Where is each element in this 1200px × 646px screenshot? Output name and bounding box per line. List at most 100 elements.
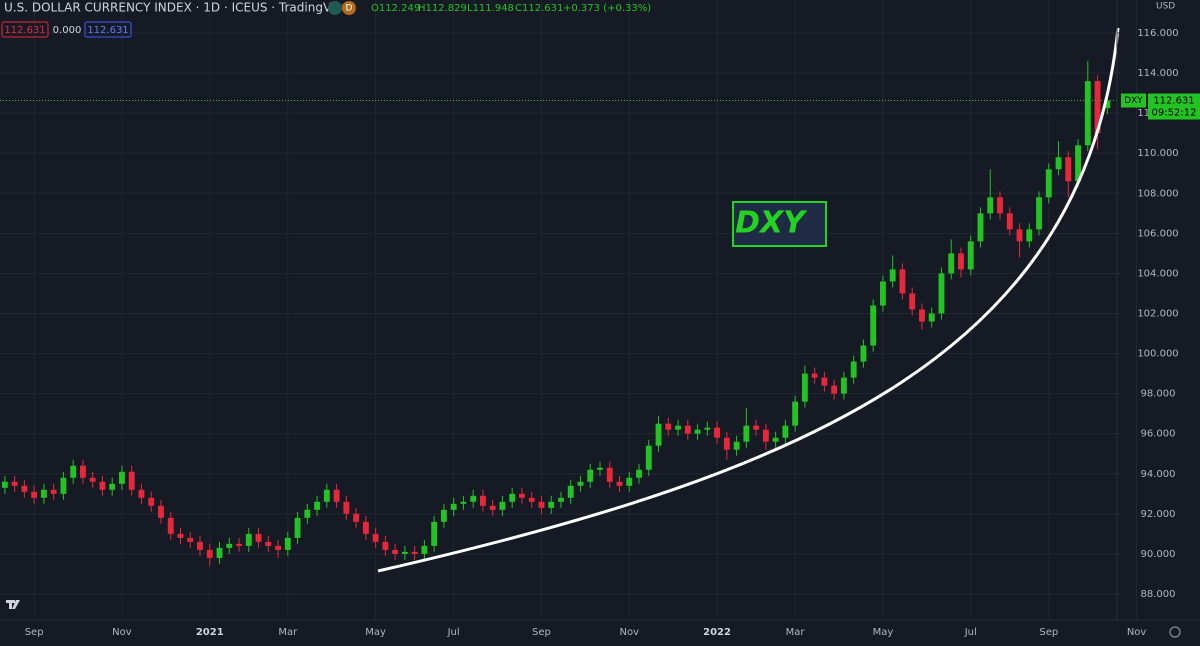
candle-body: [470, 495, 477, 502]
ohlc-close: C112.631: [515, 3, 563, 14]
candle-body: [460, 501, 467, 504]
candle-body: [723, 437, 730, 450]
candle-body: [606, 467, 613, 482]
candle-body: [587, 469, 594, 482]
candle-body: [509, 493, 516, 502]
price-tag: [1148, 93, 1200, 120]
candle-body: [226, 543, 233, 548]
y-tick-label: 104.000: [1137, 268, 1178, 279]
candle-body: [967, 241, 974, 270]
badge: [342, 1, 356, 15]
candle-body: [353, 513, 360, 522]
badge-dot: [328, 1, 342, 15]
candle-body: [304, 509, 311, 518]
candle-body: [1045, 169, 1052, 198]
candle-body: [294, 517, 301, 538]
candle-body: [284, 537, 291, 550]
candle-body: [167, 517, 174, 534]
candle-body: [138, 489, 145, 498]
candle-body: [919, 309, 925, 322]
badge-label: D: [346, 4, 353, 14]
y-tick-label: 116.000: [1137, 28, 1178, 39]
logo[interactable]: [6, 600, 20, 609]
candle-body: [909, 293, 916, 310]
candle-body: [1026, 229, 1033, 242]
candle-body: [323, 489, 330, 502]
ohlc-high: H112.829: [418, 3, 467, 14]
candle-body: [1094, 81, 1101, 134]
candle-body: [528, 497, 535, 502]
x-tick-label: Jul: [964, 627, 977, 638]
candle-body: [704, 427, 711, 430]
candle-body: [714, 427, 720, 438]
candle-body: [1006, 213, 1013, 230]
candle-body: [694, 429, 701, 434]
candle-body: [1036, 197, 1042, 230]
candle-body: [899, 269, 906, 294]
candle-body: [80, 465, 86, 478]
candle-body: [450, 503, 457, 510]
candle-body: [197, 541, 203, 550]
candle-body: [616, 481, 623, 486]
candle-body: [275, 545, 281, 550]
y-tick-label: 92.000: [1141, 509, 1176, 520]
candle-body: [753, 425, 760, 430]
currency: USD: [1156, 2, 1175, 12]
candle-body: [1055, 157, 1062, 170]
candle-body: [733, 441, 740, 450]
y-tick-label: 102.000: [1137, 309, 1178, 320]
candle-body: [148, 497, 155, 506]
candle-body: [519, 493, 525, 498]
candle-body: [821, 377, 828, 386]
candle-body: [177, 533, 184, 538]
x-tick-label: Mar: [786, 627, 806, 638]
candle-body: [675, 425, 681, 430]
indicator-value: 112.631: [87, 25, 128, 36]
candle-body: [401, 551, 408, 554]
candle-body: [314, 501, 320, 510]
x-tick-label: Nov: [620, 627, 640, 638]
x-tick-label: Mar: [278, 627, 298, 638]
candle-body: [684, 425, 691, 434]
ohlc-change: +0.373 (+0.33%): [563, 3, 651, 14]
ohlc-low: L111.948: [467, 3, 514, 14]
y-tick-label: 110.000: [1137, 148, 1178, 159]
candle-body: [762, 429, 769, 442]
candle-body: [60, 477, 67, 494]
candle-body: [382, 541, 389, 550]
candle-body: [31, 491, 38, 498]
candle-body: [11, 481, 18, 486]
candle-body: [831, 385, 838, 394]
x-tick-label: Sep: [1039, 627, 1058, 638]
candle-body: [840, 377, 847, 394]
x-tick-label: 2021: [196, 627, 224, 638]
candle-body: [245, 533, 252, 546]
ohlc-open: O112.249: [371, 3, 420, 14]
trend-curve: [377, 27, 1120, 573]
candle-body: [889, 269, 896, 282]
x-tick-label: May: [365, 627, 386, 638]
candle-body: [870, 305, 877, 346]
candle-body: [801, 373, 808, 402]
candle-body: [421, 545, 428, 554]
candle-body: [850, 361, 857, 378]
x-tick-label: 2022: [703, 627, 731, 638]
settings-icon[interactable]: [1169, 626, 1181, 638]
candle-body: [958, 253, 964, 270]
candles: [0, 61, 1117, 566]
x-tick-label: Sep: [25, 627, 44, 638]
candle-body: [99, 481, 106, 490]
annotation: DXY: [735, 206, 808, 241]
candle-body: [119, 471, 125, 484]
x-tick-label: Jul: [447, 627, 460, 638]
candle-body: [860, 345, 867, 362]
candle-body: [743, 425, 750, 442]
candle-body: [70, 465, 77, 478]
candle-body: [431, 521, 438, 546]
candle-body: [50, 489, 57, 494]
candle-body: [343, 501, 350, 514]
indicator-box: [84, 21, 132, 38]
candle-body: [187, 537, 194, 542]
candle-body: [938, 273, 945, 314]
